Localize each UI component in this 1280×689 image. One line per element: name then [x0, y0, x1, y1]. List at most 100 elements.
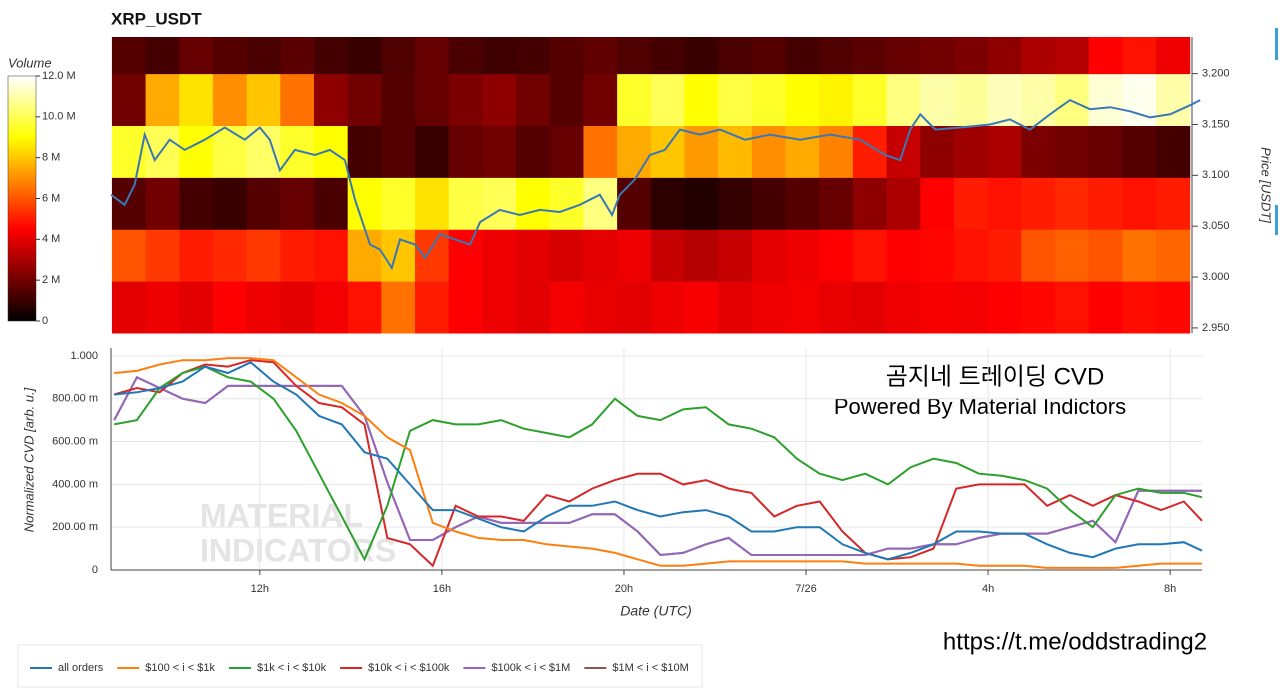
legend-label[interactable]: $1k < i < $10k: [257, 662, 327, 674]
colorbar-tick-label: 0: [42, 315, 48, 327]
heat-cell: [751, 177, 787, 230]
heat-cell: [684, 281, 719, 334]
watermark-text: MATERIAL: [200, 497, 363, 533]
heat-cell: [246, 37, 281, 75]
heat-cell: [1054, 73, 1090, 126]
heat-cell: [617, 177, 652, 230]
heat-cell: [381, 125, 416, 178]
heat-cell: [617, 37, 652, 75]
heat-cell: [920, 37, 955, 75]
colorbar: [7, 75, 37, 322]
heat-cell: [953, 281, 989, 334]
x-axis-label: Date (UTC): [620, 603, 692, 619]
heat-cell: [1088, 37, 1123, 75]
heat-cell: [1088, 177, 1123, 230]
heat-cell: [684, 37, 719, 75]
colorbar-tick-label: 12.0 M: [42, 70, 76, 82]
heat-cell: [347, 281, 382, 334]
y-tick-label: 800.00 m: [52, 393, 98, 405]
heat-cell: [516, 73, 551, 126]
heat-cell: [179, 281, 214, 334]
heat-cell: [347, 177, 382, 230]
heat-cell: [785, 229, 820, 282]
cvd-line: [114, 361, 1203, 561]
heat-cell: [920, 177, 955, 230]
heat-cell: [549, 37, 584, 75]
heat-cell: [145, 281, 180, 334]
heat-cell: [313, 177, 349, 230]
watermark-text: INDICATORS: [200, 532, 396, 568]
cvd-line: [114, 357, 1202, 569]
heat-cell: [583, 73, 618, 126]
heat-cell: [1156, 125, 1191, 178]
heat-cell: [448, 229, 483, 282]
heat-cell: [280, 73, 315, 126]
heat-cell: [549, 125, 584, 178]
colorbar-tick-label: 8 M: [42, 152, 60, 164]
heat-cell: [448, 281, 483, 334]
heat-cell: [381, 177, 416, 230]
heat-cell: [280, 125, 315, 178]
x-tick-label: 16h: [433, 583, 451, 595]
heat-cell: [111, 73, 147, 126]
heat-cell: [246, 177, 281, 230]
heat-cell: [347, 125, 382, 178]
heat-cell: [718, 281, 753, 334]
heat-cell: [1122, 37, 1157, 75]
y-tick-label: 3.100: [1202, 169, 1230, 181]
heat-cell: [987, 73, 1022, 126]
legend-label[interactable]: all orders: [58, 662, 104, 674]
colorbar-tick-label: 6 M: [42, 192, 60, 204]
decoration: [1275, 28, 1278, 60]
heat-cell: [751, 37, 787, 75]
legend-label[interactable]: $100k < i < $1M: [491, 662, 570, 674]
footer-link[interactable]: https://t.me/oddstrading2: [943, 628, 1207, 655]
heat-cell: [852, 37, 888, 75]
heat-cell: [1156, 177, 1191, 230]
heat-cell: [718, 37, 753, 75]
heat-cell: [1122, 229, 1157, 282]
heat-cell: [1054, 229, 1090, 282]
heat-cell: [482, 37, 517, 75]
heat-cell: [650, 125, 685, 178]
legend-label[interactable]: $1M < i < $10M: [612, 662, 688, 674]
heat-cell: [953, 177, 989, 230]
heat-cell: [179, 125, 214, 178]
heat-cell: [785, 37, 820, 75]
legend-label[interactable]: $10k < i < $100k: [368, 662, 450, 674]
heat-cell: [751, 229, 787, 282]
heat-cell: [111, 229, 147, 282]
y-tick-label: 0: [92, 564, 98, 576]
heat-cell: [1054, 125, 1090, 178]
heatmap: [111, 37, 1191, 334]
heat-cell: [1122, 177, 1157, 230]
heat-cell: [819, 281, 854, 334]
legend-label[interactable]: $100 < i < $1k: [145, 662, 215, 674]
heat-cell: [448, 73, 483, 126]
heat-cell: [415, 125, 450, 178]
heat-cell: [785, 125, 820, 178]
heat-cell: [212, 281, 248, 334]
heat-cell: [212, 177, 248, 230]
heat-cell: [987, 229, 1022, 282]
legend: [17, 644, 703, 688]
cvd-line: [113, 359, 1203, 568]
heat-cell: [718, 125, 753, 178]
heat-cell: [718, 177, 753, 230]
heat-cell: [313, 229, 349, 282]
y-tick-label: 1.000: [70, 350, 98, 362]
heat-cell: [650, 229, 685, 282]
chart-title: XRP_USDT: [111, 9, 202, 28]
heat-cell: [212, 73, 248, 126]
heat-cell: [953, 229, 989, 282]
heat-cell: [1088, 125, 1123, 178]
heat-cell: [1021, 229, 1056, 282]
heat-cell: [381, 281, 416, 334]
heat-cell: [1021, 125, 1056, 178]
heat-cell: [549, 281, 584, 334]
heat-cell: [1156, 37, 1191, 75]
heat-cell: [920, 73, 955, 126]
heat-cell: [516, 281, 551, 334]
heat-cell: [886, 177, 921, 230]
heat-cell: [347, 37, 382, 75]
